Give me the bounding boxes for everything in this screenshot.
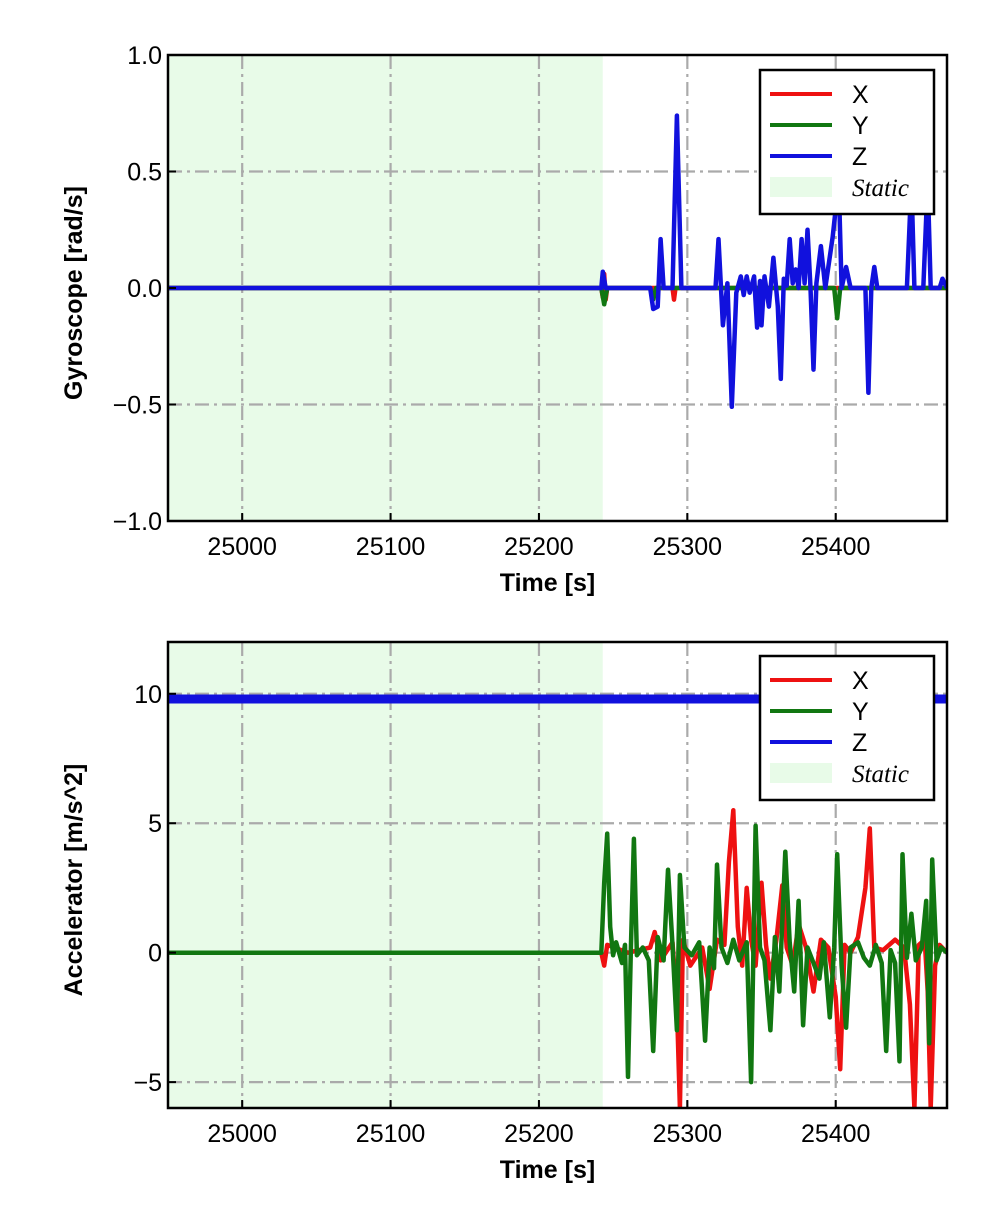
legend-label-y: Y bbox=[852, 698, 869, 726]
x-axis-label: Time [s] bbox=[500, 1156, 595, 1184]
x-tick-label: 25200 bbox=[504, 1120, 574, 1148]
legend-label-x: X bbox=[852, 81, 869, 109]
y-tick-label: 0 bbox=[148, 940, 162, 968]
accelerometer-panel: 25000 25100 25200 25300 25400 10 5 0 −5 Time [s] A… bbox=[60, 640, 949, 1184]
legend-swatch-static bbox=[770, 763, 832, 783]
legend-label-x: X bbox=[852, 667, 869, 695]
x-tick-label: 25000 bbox=[207, 1120, 277, 1148]
series-line-z bbox=[168, 113, 947, 410]
x-tick-label: 25300 bbox=[653, 533, 723, 561]
y-tick-label: 0.0 bbox=[127, 275, 162, 303]
legend: XYZ Static bbox=[758, 654, 936, 802]
y-tick-label: 10 bbox=[134, 681, 162, 709]
y-tick-label: 5 bbox=[148, 810, 162, 838]
y-tick-label: 1.0 bbox=[127, 42, 162, 70]
y-tick-label: −0.5 bbox=[113, 392, 162, 420]
x-tick-label: 25000 bbox=[207, 533, 277, 561]
y-axis-label: Accelerator [m/s^2] bbox=[60, 764, 88, 997]
x-axis-label: Time [s] bbox=[500, 569, 595, 597]
legend-label-y: Y bbox=[852, 112, 869, 140]
x-tick-label: 25300 bbox=[653, 1120, 723, 1148]
legend-label-z: Z bbox=[852, 729, 867, 757]
legend-label-static: Static bbox=[852, 175, 909, 202]
series-line-y bbox=[168, 823, 947, 1085]
legend: XYZ Static bbox=[758, 68, 936, 216]
y-tick-label: −5 bbox=[133, 1069, 162, 1097]
x-tick-label: 25200 bbox=[504, 533, 574, 561]
x-tick-label: 25400 bbox=[801, 1120, 871, 1148]
gyroscope-panel: 25000 25100 25200 25300 25400 1.0 0.5 0.0 −0.5 −1… bbox=[60, 42, 949, 597]
x-tick-label: 25100 bbox=[356, 1120, 426, 1148]
legend-label-static: Static bbox=[852, 761, 909, 788]
y-axis-label: Gyroscope [rad/s] bbox=[60, 186, 88, 400]
plot-frame bbox=[166, 640, 949, 1110]
y-tick-label: 0.5 bbox=[127, 159, 162, 187]
y-tick-label: −1.0 bbox=[113, 508, 162, 536]
static-region bbox=[168, 642, 603, 1108]
legend-label-z: Z bbox=[852, 143, 867, 171]
legend-swatch-static bbox=[770, 177, 832, 197]
x-tick-label: 25100 bbox=[356, 533, 426, 561]
x-tick-label: 25400 bbox=[801, 533, 871, 561]
